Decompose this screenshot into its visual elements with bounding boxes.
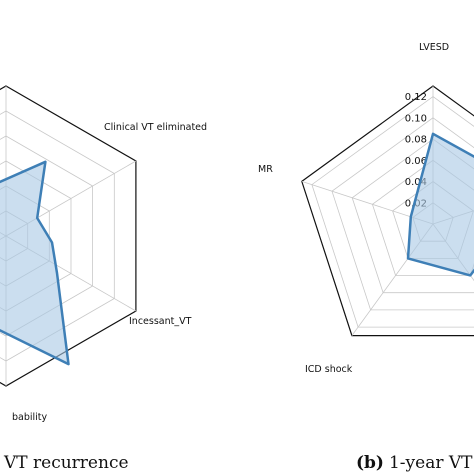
radar-b-grid-ring <box>331 117 474 311</box>
radar-a-data-area <box>0 160 70 366</box>
caption-b: (b) 1-year VT <box>356 453 473 473</box>
caption-a: VT recurrence <box>3 453 129 473</box>
radar-b-tick-label: 0.12 <box>405 92 427 103</box>
radar-a-axis-label-clinical: Clinical VT eliminated <box>104 122 207 133</box>
caption-b-label: (b) <box>356 453 384 473</box>
radar-b-grid-ring <box>351 138 474 294</box>
radar-b-tick-label: 0.10 <box>405 113 427 124</box>
radar-chart-a: Clinical VT eliminated Incessant_VT babi… <box>0 85 207 473</box>
radar-b-axis-label-mr: MR <box>258 164 273 175</box>
radar-b-grid-ring <box>371 159 474 276</box>
radar-a-axis-label-bability: bability <box>12 412 48 423</box>
radar-b-grid-ring <box>301 85 474 337</box>
radar-a-axis-label-incessant: Incessant_VT <box>129 316 192 327</box>
radar-b-grid-ring <box>311 96 474 328</box>
radar-b-tick-label: 0.08 <box>405 135 427 146</box>
radar-b-axis-label-icd-shock: ICD shock <box>305 364 353 375</box>
radar-b-data-area <box>406 132 474 277</box>
caption-b-text: 1-year VT <box>389 453 473 473</box>
radar-b-tick-label: 0.06 <box>405 156 427 167</box>
radar-chart-b: 0.020.040.060.080.100.12 LVESD MR ICD sh… <box>258 42 474 473</box>
radar-b-axis-label-lvesd: LVESD <box>419 42 449 53</box>
radar-b-tick-label: 0.04 <box>405 177 427 188</box>
